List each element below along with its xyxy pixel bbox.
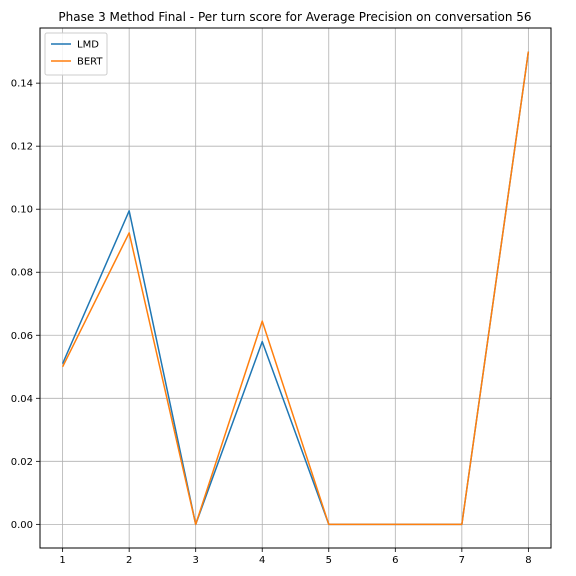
y-tick-label-0.02: 0.02 <box>11 457 33 468</box>
legend: LMD BERT <box>44 32 108 76</box>
x-tick-label-3: 3 <box>193 555 199 566</box>
legend-label-lmd: LMD <box>77 40 99 51</box>
x-tick-label-5: 5 <box>326 555 332 566</box>
x-tick-label-4: 4 <box>259 555 265 566</box>
x-tick-label-6: 6 <box>392 555 398 566</box>
series-line-bert <box>61 51 530 526</box>
x-tick-label-1: 1 <box>59 555 65 566</box>
y-tick-label-0.00: 0.00 <box>11 520 33 531</box>
plot-frame <box>39 27 552 549</box>
x-tick-label-2: 2 <box>126 555 132 566</box>
x-axis: 1 2 3 4 5 6 7 8 <box>59 548 532 566</box>
y-tick-label-0.10: 0.10 <box>11 205 33 216</box>
y-tick-label-0.14: 0.14 <box>11 79 33 90</box>
x-tick-label-7: 7 <box>459 555 465 566</box>
grid <box>40 28 551 548</box>
y-tick-label-0.08: 0.08 <box>11 268 33 279</box>
y-tick-label-0.06: 0.06 <box>11 331 33 342</box>
y-tick-label-0.04: 0.04 <box>11 394 33 405</box>
x-tick-label-8: 8 <box>525 555 531 566</box>
chart-title: Phase 3 Method Final - Per turn score fo… <box>58 10 531 24</box>
series-line-lmd <box>61 51 530 526</box>
series-layer <box>61 51 530 526</box>
y-axis: 0.00 0.02 0.04 0.06 0.08 0.10 0.12 0.14 <box>11 79 40 531</box>
y-tick-label-0.12: 0.12 <box>11 142 33 153</box>
legend-label-bert: BERT <box>77 57 103 68</box>
